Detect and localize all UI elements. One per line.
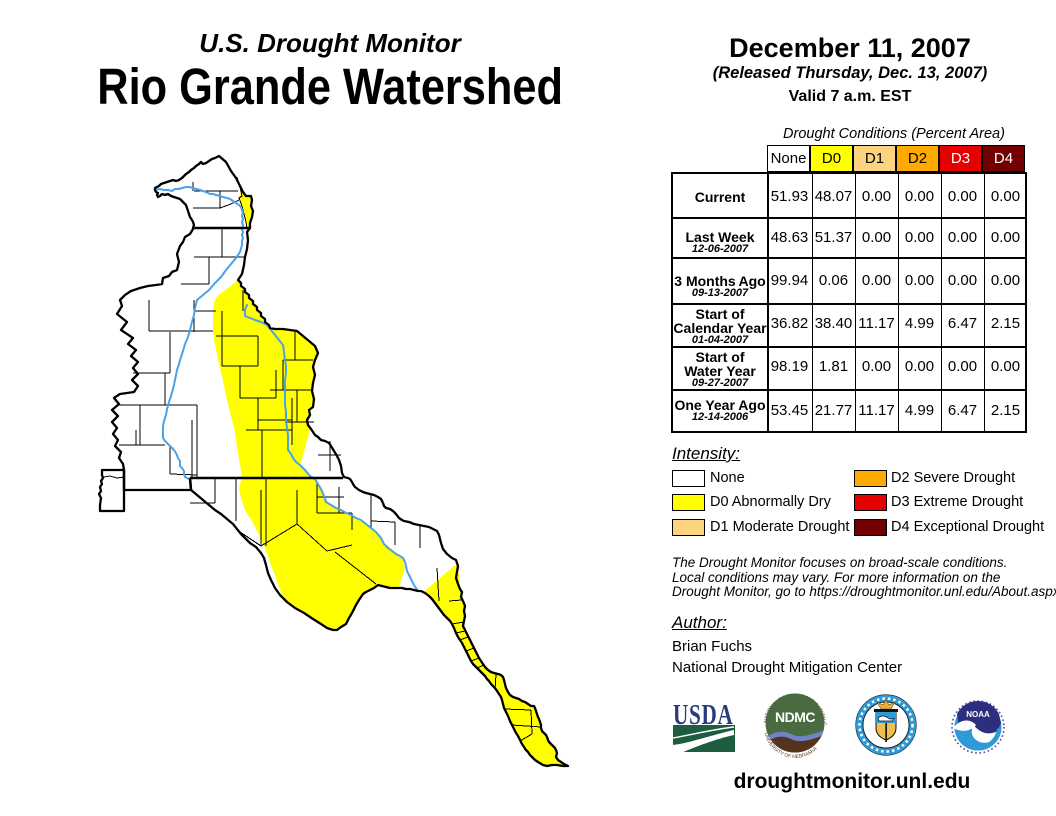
- svg-text:NOAA: NOAA: [966, 710, 990, 719]
- svg-text:NDMC: NDMC: [775, 709, 815, 725]
